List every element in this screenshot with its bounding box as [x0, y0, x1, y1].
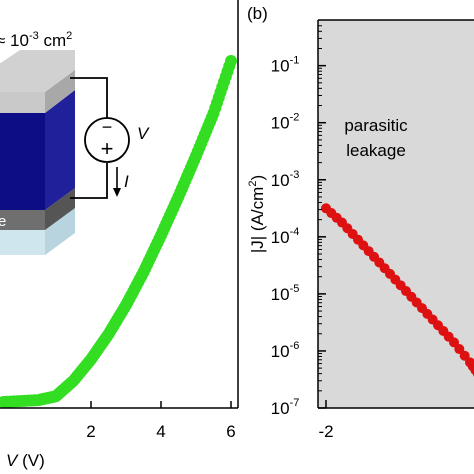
panel-b: (b) parasitic leakage 10-710-610-510-410… — [247, 4, 474, 441]
bottom-contact-side — [45, 188, 75, 230]
current-label: I — [124, 172, 129, 191]
panel-a-x-label: V (V) — [6, 451, 45, 470]
y-tick-label: 10-1 — [271, 55, 300, 76]
y-tick-label: 10-6 — [271, 340, 300, 361]
source-minus-sign: − — [102, 117, 113, 137]
y-tick-label: 10-7 — [271, 397, 300, 418]
substrate-layer — [0, 230, 45, 255]
y-tick-label: 10-4 — [271, 226, 300, 247]
bottom-contact-layer — [0, 210, 45, 230]
wire-bottom — [70, 163, 108, 199]
absorber-side — [45, 90, 75, 210]
top-contact-side — [45, 70, 75, 113]
y-tick-label: 10-5 — [271, 283, 300, 304]
y-tick-label: 10-2 — [271, 112, 300, 133]
x-tick-label: -2 — [318, 422, 333, 441]
wire-top — [70, 77, 108, 118]
x-tick-label: 4 — [156, 422, 165, 441]
data-point — [449, 337, 459, 348]
top-contact-top — [0, 50, 75, 92]
x-tick-label: 2 — [86, 422, 95, 441]
data-point — [470, 365, 474, 375]
area-label: ≈ 10-3 cm2 — [0, 30, 72, 50]
voltage-label: V — [137, 124, 150, 143]
panel-a-x-ticks: 2 4 6 — [86, 401, 236, 441]
panel-b-data-points — [321, 203, 474, 377]
substrate-side — [45, 208, 75, 255]
x-tick-label: 6 — [226, 422, 235, 441]
top-contact-layer — [0, 92, 45, 113]
voltage-source — [84, 117, 130, 163]
panel-a-data-points — [0, 55, 237, 408]
annotation-parasitic: parasitic — [344, 116, 408, 135]
panel-b-y-label: |J| (A/cm2) — [247, 175, 267, 253]
panel-a: − + V I e 2 4 6 ≈ 10-3 cm2 V (V) — [0, 0, 239, 470]
data-point — [459, 350, 470, 361]
source-plus-sign: + — [101, 136, 114, 161]
panel-b-y-ticks: 10-7 10-6 10-5 10-4 10-3 10-2 10-1 — [271, 25, 326, 418]
absorber-layer — [0, 113, 45, 210]
data-point — [454, 344, 465, 355]
data-point — [225, 55, 237, 67]
panel-b-x-ticks: -20 — [318, 400, 334, 441]
y-tick-label: 10-3 — [271, 169, 300, 190]
parasitic-leakage-region — [318, 20, 474, 408]
electrode-label: e — [0, 213, 6, 230]
device-schematic: − + V I e — [0, 50, 150, 255]
panel-b-label: (b) — [247, 4, 268, 23]
annotation-leakage: leakage — [346, 141, 406, 160]
current-arrow-head — [113, 188, 121, 197]
